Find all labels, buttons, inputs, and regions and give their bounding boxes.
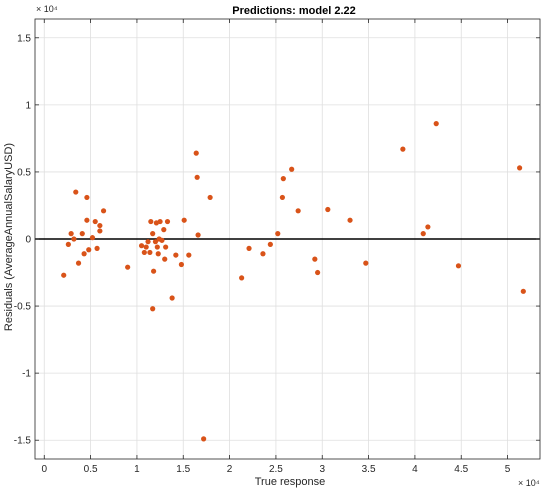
data-point [178, 261, 185, 268]
data-point [100, 208, 107, 214]
data-point [260, 251, 266, 257]
y-tick-label: -1.5 [14, 436, 32, 447]
y-axis-label: Residuals (AverageAnnualSalaryUSD) [3, 143, 15, 331]
data-point [152, 239, 159, 245]
y-tick-label: 1.5 [17, 33, 31, 44]
y-tick-label: 1 [25, 100, 31, 111]
data-point [89, 235, 96, 241]
data-point [71, 236, 77, 242]
data-point [150, 231, 156, 237]
data-point [84, 217, 90, 223]
data-point [145, 239, 151, 245]
data-point [86, 247, 92, 253]
data-point [455, 263, 462, 269]
y-tick-label: 0 [25, 235, 31, 246]
data-point [141, 249, 147, 256]
data-point [138, 243, 145, 249]
data-point [433, 121, 439, 127]
grid-lines [35, 19, 540, 459]
data-point [246, 245, 252, 251]
y-tick-label: 0.5 [17, 167, 31, 178]
data-point [61, 272, 67, 278]
x-tick-label: 5 [505, 464, 511, 475]
x-axis-label: True response [255, 476, 326, 488]
data-point [425, 224, 431, 230]
x-tick-label: 1 [134, 464, 140, 475]
data-point [201, 436, 207, 442]
data-point [267, 241, 273, 247]
data-point [520, 288, 526, 294]
data-point [155, 251, 161, 257]
x-tick-label: 2.5 [269, 464, 283, 475]
data-point [159, 237, 165, 243]
chart-title: Predictions: model 2.22 [232, 5, 355, 17]
y-axis-multiplier: × 10⁴ [36, 4, 58, 14]
x-tick-label: 3.5 [362, 464, 376, 475]
data-point [420, 231, 426, 237]
data-point [148, 218, 154, 225]
data-points [61, 121, 526, 442]
data-point [186, 252, 192, 258]
data-point [84, 194, 90, 201]
data-point [347, 217, 353, 223]
data-point [154, 244, 160, 250]
data-point [68, 231, 74, 237]
data-point [147, 249, 153, 256]
data-point [517, 165, 523, 171]
data-point [194, 174, 200, 180]
y-tick-label: -0.5 [14, 302, 32, 313]
data-point [97, 228, 103, 234]
data-point [279, 194, 286, 201]
data-point [289, 166, 295, 172]
x-tick-label: 4.5 [454, 464, 468, 475]
data-point [169, 295, 175, 301]
data-point [151, 268, 157, 274]
data-point [280, 176, 286, 182]
data-point [207, 194, 213, 201]
data-point [75, 260, 82, 266]
x-tick-label: 1.5 [176, 464, 190, 475]
data-point [195, 232, 201, 238]
data-point [400, 146, 406, 152]
data-point [239, 275, 245, 281]
data-point [275, 231, 281, 237]
y-axis-ticks: -1.5 -1 -0.5 0 0.5 1 1.5 [14, 33, 540, 447]
data-point [164, 218, 171, 225]
data-point [125, 264, 131, 270]
x-tick-label: 0.5 [84, 464, 98, 475]
data-point [81, 251, 87, 257]
data-point [97, 222, 103, 229]
data-point [295, 208, 301, 214]
x-tick-label: 0 [41, 464, 47, 475]
data-point [79, 231, 85, 237]
x-tick-label: 2 [227, 464, 233, 475]
data-point [363, 260, 369, 266]
data-point [173, 252, 179, 258]
data-point [312, 256, 318, 262]
data-point [157, 218, 163, 225]
data-point [315, 269, 321, 276]
data-point [150, 306, 156, 312]
data-point [143, 244, 149, 250]
data-point [73, 189, 79, 195]
data-point [94, 245, 100, 251]
data-point [193, 150, 199, 156]
data-point [161, 227, 167, 233]
data-point [163, 244, 169, 250]
x-tick-label: 4 [412, 464, 418, 475]
data-point [92, 218, 98, 225]
x-tick-label: 3 [319, 464, 325, 475]
x-axis-ticks: 0 0.5 1 1.5 2 2.5 3 3.5 4 4.5 5 [41, 19, 511, 475]
data-point [181, 217, 187, 223]
x-axis-multiplier: × 10⁴ [518, 478, 540, 488]
data-point [162, 256, 168, 262]
y-tick-label: -1 [22, 369, 31, 380]
data-point [65, 241, 71, 247]
data-point [325, 206, 331, 213]
